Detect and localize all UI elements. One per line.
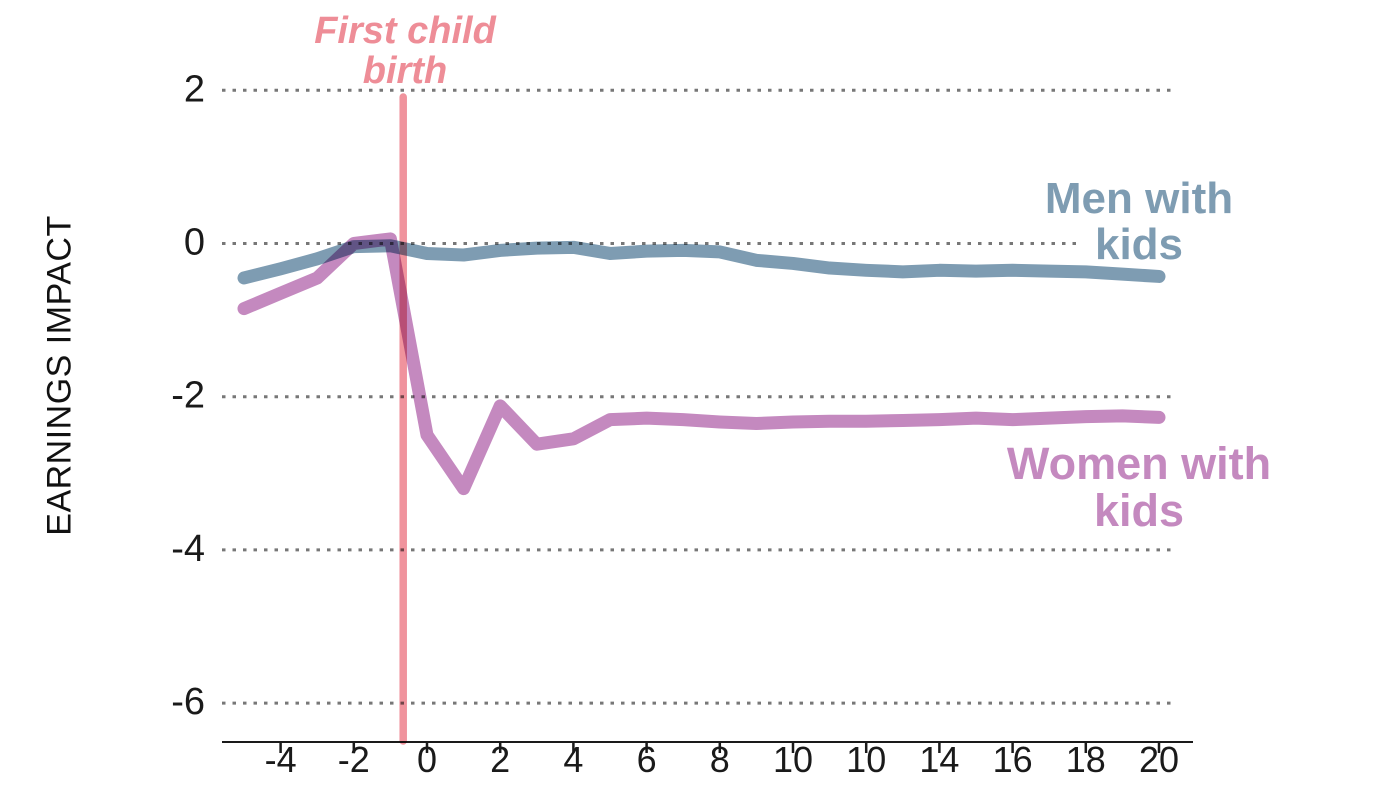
y-tick-label--6: -6 [171, 681, 205, 723]
series-label-men-with-kids: Men with kids [989, 174, 1289, 270]
y-tick-label--2: -2 [171, 375, 205, 417]
x-tick-label-7: 10 [773, 739, 813, 780]
x-tick-label-11: 18 [1066, 739, 1106, 780]
y-tick-label-2: 2 [184, 68, 205, 110]
y-tick-label--4: -4 [171, 528, 205, 570]
y-axis-title: EARNINGS IMPACT [40, 215, 79, 536]
x-tick-label-3: 2 [490, 739, 510, 780]
x-tick-label-6: 8 [710, 739, 730, 780]
x-tick-label-8: 10 [846, 739, 886, 780]
men-label-line-2: kids [1094, 220, 1184, 270]
x-tick-label-5: 6 [637, 739, 657, 780]
annotation-line-2: birth [362, 49, 448, 92]
women-label-line-1: Women with [1006, 438, 1272, 489]
annotation-first-child-birth: First child birth [255, 10, 555, 92]
series-label-women-with-kids: Women with kids [989, 440, 1289, 535]
x-tick-label-4: 4 [563, 739, 583, 780]
x-tick-label-0: -4 [265, 739, 297, 780]
x-tick-label-2: 0 [417, 739, 437, 780]
women-label-line-2: kids [1093, 485, 1185, 537]
annotation-line-1: First child [314, 10, 496, 52]
line-women-with-kids [237, 232, 1166, 496]
x-tick-label-1: -2 [338, 739, 370, 780]
y-tick-label-0: 0 [184, 222, 205, 264]
x-tick-label-9: 14 [919, 739, 959, 780]
men-label-line-1: Men with [1044, 174, 1234, 223]
x-tick-label-12: 20 [1139, 739, 1179, 780]
x-tick-label-10: 16 [993, 739, 1033, 780]
